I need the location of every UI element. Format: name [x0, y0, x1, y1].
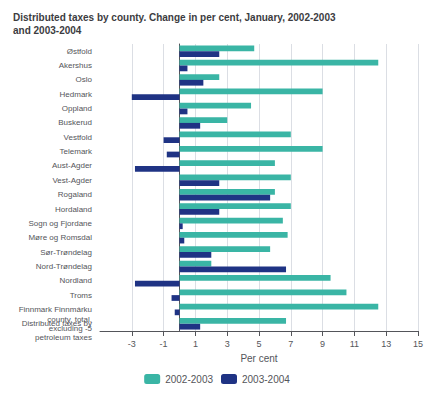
svg-text:11: 11 — [350, 339, 359, 349]
svg-text:Finnmark Finnmárku: Finnmark Finnmárku — [19, 305, 92, 314]
svg-text:Østfold: Østfold — [67, 47, 92, 56]
svg-text:Buskerud: Buskerud — [58, 118, 92, 127]
svg-text:Rogaland: Rogaland — [58, 190, 92, 199]
svg-text:2003-2004: 2003-2004 — [242, 374, 290, 385]
svg-text:Sør-Trøndelag: Sør-Trøndelag — [40, 248, 92, 257]
svg-text:Distributed taxes by county. C: Distributed taxes by county. Change in p… — [13, 12, 336, 23]
svg-text:Nord-Trøndelag: Nord-Trøndelag — [36, 262, 92, 271]
svg-text:Telemark: Telemark — [60, 147, 93, 156]
svg-text:Oslo: Oslo — [76, 75, 93, 84]
svg-text:county, total,: county, total, — [47, 315, 92, 324]
svg-text:5: 5 — [256, 339, 261, 349]
svg-text:1: 1 — [193, 339, 198, 349]
svg-text:-1: -1 — [160, 339, 168, 349]
svg-text:2002-2003: 2002-2003 — [165, 374, 213, 385]
svg-text:Vestfold: Vestfold — [64, 133, 92, 142]
svg-text:3: 3 — [225, 339, 230, 349]
svg-text:Sogn og Fjordane: Sogn og Fjordane — [28, 219, 92, 228]
svg-text:7: 7 — [288, 339, 293, 349]
svg-text:petroleum taxes: petroleum taxes — [35, 333, 92, 342]
svg-text:-3: -3 — [128, 339, 136, 349]
svg-text:Hordaland: Hordaland — [55, 205, 92, 214]
svg-text:Nordland: Nordland — [60, 276, 92, 285]
svg-text:13: 13 — [381, 339, 391, 349]
svg-text:Hedmark: Hedmark — [60, 90, 93, 99]
svg-text:Vest-Agder: Vest-Agder — [52, 176, 92, 185]
svg-text:15: 15 — [413, 339, 423, 349]
svg-text:Akershus: Akershus — [59, 61, 92, 70]
svg-text:Oppland: Oppland — [62, 104, 92, 113]
svg-text:Troms: Troms — [70, 291, 92, 300]
svg-text:9: 9 — [320, 339, 325, 349]
svg-text:and 2003-2004: and 2003-2004 — [13, 25, 82, 36]
svg-text:excluding -5: excluding -5 — [49, 324, 93, 333]
svg-text:Per cent: Per cent — [240, 353, 277, 364]
svg-text:Aust-Agder: Aust-Agder — [52, 161, 92, 170]
svg-text:Møre og Romsdal: Møre og Romsdal — [28, 233, 92, 242]
